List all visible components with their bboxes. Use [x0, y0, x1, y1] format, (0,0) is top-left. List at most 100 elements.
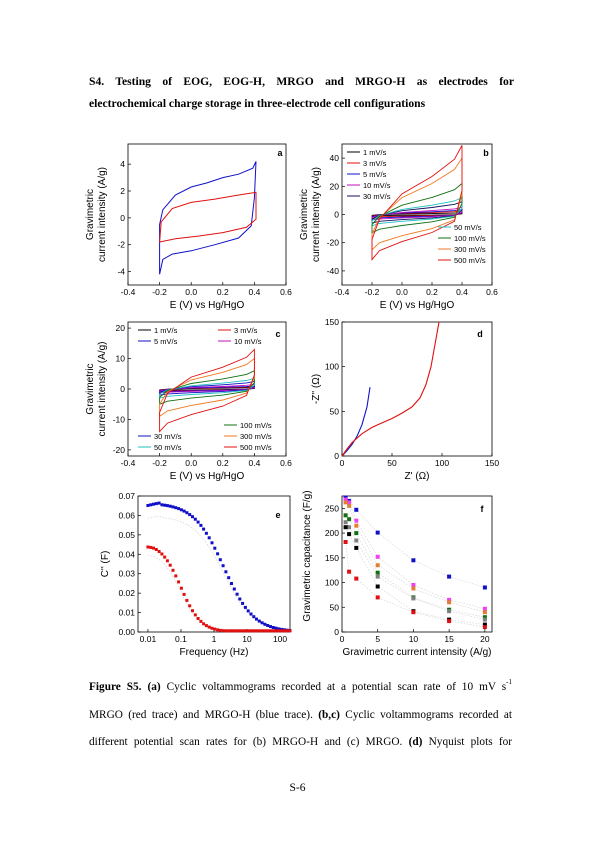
data-point-red: [271, 629, 275, 633]
data-point: [347, 532, 352, 537]
data-point: [343, 513, 348, 518]
x-tick-label: 150: [485, 458, 499, 468]
y-tick-label: 20: [330, 181, 340, 191]
guide-line: [345, 497, 485, 588]
y-tick-label: -4: [117, 267, 125, 277]
series-500-mV-s: [159, 348, 255, 433]
caption-line1: Figure S5. (a) Cyclic voltammograms reco…: [89, 674, 512, 702]
figure-caption: Figure S5. (a) Cyclic voltammograms reco…: [89, 674, 512, 757]
panel-letter: e: [275, 510, 280, 520]
data-point: [375, 563, 380, 568]
data-point-red: [263, 629, 267, 633]
data-point-red: [177, 580, 181, 584]
panel-d: 0 50 100 150 0 50 100 150 Z' (Ω) -Z'' (Ω) d: [311, 317, 499, 482]
caption-line1-sup: -1: [506, 678, 513, 686]
x-tick-label: 10: [242, 634, 252, 644]
data-point-blue: [263, 622, 267, 626]
legend-entry: 1 mV/s: [363, 148, 387, 157]
data-point-red: [179, 586, 183, 590]
panel-a: -0.4 -0.2 0.0 0.2 0.4 0.6 -4 -2 0 2 4 E (V) vs Hg/H…: [85, 143, 292, 311]
series-500-mV-s: [371, 145, 463, 261]
y-axis-label-line2: current intensity (A/g): [97, 167, 108, 262]
data-point-blue: [160, 503, 164, 507]
x-tick-label: 50: [387, 458, 397, 468]
data-point-blue: [177, 507, 181, 511]
data-point-red: [185, 598, 189, 602]
data-point: [347, 517, 352, 522]
panel-c: -0.4 -0.2 0.0 0.2 0.4 0.6 -20 -10 0 10 20 E (V) vs …: [85, 321, 292, 482]
panel-d-frame: [341, 321, 493, 457]
data-point: [343, 497, 348, 502]
data-point: [411, 583, 416, 587]
y-axis-label-line2: current intensity (A/g): [311, 167, 322, 262]
y-tick-label: 0.01: [118, 608, 135, 618]
x-axis-label: Gravimetric current intensity (A/g): [343, 647, 492, 658]
x-axis-label: E (V) vs Hg/HgO: [170, 300, 245, 311]
data-point-red: [204, 624, 208, 628]
data-point: [482, 625, 487, 630]
y-tick-label: 150: [325, 553, 339, 563]
data-point-red: [221, 629, 225, 633]
x-tick-label: 5: [375, 634, 380, 644]
data-point-blue: [193, 517, 197, 521]
caption-line1-text: Cyclic voltammograms recorded at a poten…: [166, 681, 507, 693]
data-point-red: [255, 629, 258, 633]
y-tick-label: 50: [330, 602, 340, 612]
data-point-red: [191, 609, 194, 613]
x-tick-label: 10: [409, 634, 419, 644]
panel-e: 0.01 0.1 1 10 100 0.00 0.01 0.02 0.03 0.04 0.05 0.0…: [100, 491, 292, 658]
data-point-red: [232, 629, 236, 633]
y-axis-label-line1: Gravimetric: [85, 363, 96, 414]
x-tick-label: -0.2: [152, 458, 167, 468]
y-tick-label: -20: [113, 445, 126, 455]
x-tick-label: -0.2: [152, 287, 167, 297]
data-point-red: [230, 629, 233, 633]
data-point-blue: [179, 508, 183, 512]
x-axis-label: Frequency (Hz): [180, 647, 249, 658]
data-point-blue: [227, 576, 231, 580]
x-tick-label: 0.0: [185, 458, 197, 468]
panel-e-frame: [137, 495, 291, 633]
data-point: [354, 507, 359, 512]
data-point-blue: [154, 502, 158, 506]
data-point-blue: [216, 552, 220, 556]
data-point-red: [277, 629, 281, 633]
series-50-mV-s: [371, 196, 463, 227]
y-tick-label: 0.03: [118, 569, 135, 579]
data-point-red: [171, 568, 175, 572]
data-point-red: [224, 629, 228, 633]
data-point-blue: [146, 504, 150, 507]
caption-line2-text: MRGO (red trace) and MRGO-H (blue trace)…: [89, 708, 313, 721]
section-heading-line2: electrochemical charge storage in three-…: [89, 97, 426, 110]
data-point: [343, 540, 348, 544]
data-point: [347, 569, 352, 574]
data-point-red: [260, 629, 264, 633]
y-axis-label-line1: Gravimetric: [85, 189, 96, 240]
data-point: [375, 584, 380, 589]
data-point-red: [202, 622, 206, 626]
legend-entry: 50 mV/s: [154, 443, 182, 452]
data-point: [447, 609, 452, 614]
legend-entry: 10 mV/s: [363, 181, 391, 190]
data-point-red: [246, 629, 250, 633]
y-tick-label: 100: [325, 362, 339, 372]
y-tick-label: -40: [327, 266, 340, 276]
y-tick-label: -10: [113, 414, 126, 424]
data-point-red: [188, 604, 192, 608]
data-point: [354, 538, 359, 543]
guide-line: [147, 515, 291, 631]
data-point: [447, 619, 452, 624]
y-tick-label: 0: [334, 627, 339, 637]
data-point-red: [196, 617, 200, 620]
data-point-red: [243, 629, 247, 633]
series-100-mV-s: [159, 369, 255, 405]
y-tick-label: 0: [334, 451, 339, 461]
y-tick-label: 250: [325, 503, 339, 513]
y-tick-label: 0.07: [118, 491, 135, 501]
legend-entry: 5 mV/s: [154, 337, 178, 346]
data-point-blue: [249, 612, 253, 616]
series-100-mV-s: [371, 182, 463, 234]
y-tick-label: 0: [120, 384, 125, 394]
x-tick-label: 0.1: [175, 634, 187, 644]
y-tick-label: 4: [120, 159, 125, 169]
